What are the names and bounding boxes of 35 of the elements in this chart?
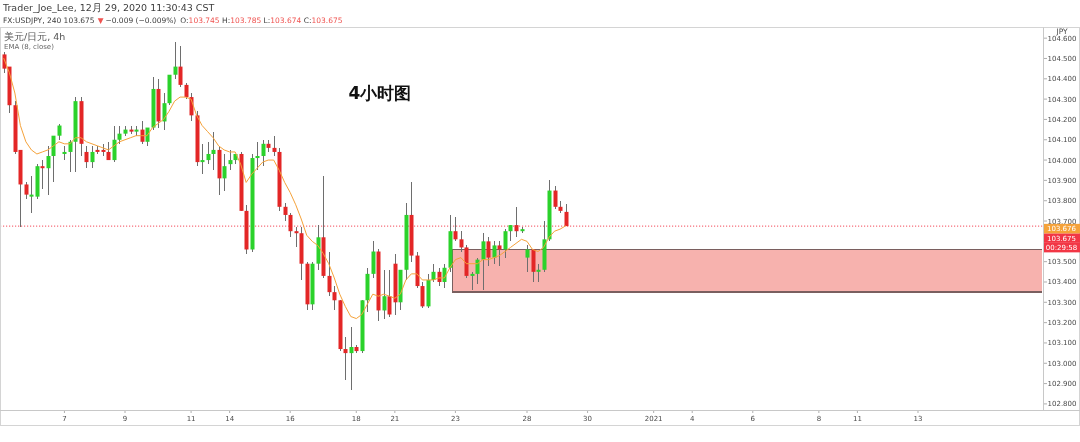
candlestick bbox=[343, 336, 348, 381]
text: Trader_Joe_Lee, 12月 29, 2020 11:30:43 CST bbox=[2, 2, 215, 13]
candlestick bbox=[272, 135, 277, 157]
candlestick bbox=[178, 45, 183, 88]
candlestick bbox=[46, 145, 51, 196]
candlestick bbox=[90, 145, 95, 169]
candlestick bbox=[382, 269, 387, 320]
candlestick bbox=[173, 41, 178, 80]
candlestick bbox=[514, 206, 519, 238]
candlestick bbox=[261, 139, 266, 167]
candlestick bbox=[371, 240, 376, 279]
candlestick bbox=[206, 141, 211, 165]
text: 4小时图 bbox=[348, 83, 412, 103]
candlestick bbox=[112, 125, 117, 163]
candlestick bbox=[255, 141, 260, 171]
candlestick bbox=[453, 216, 458, 242]
candlestick bbox=[288, 212, 293, 238]
candlestick bbox=[84, 145, 89, 169]
candlestick bbox=[117, 125, 122, 145]
candlestick bbox=[51, 135, 56, 183]
candlestick bbox=[211, 131, 216, 171]
candlestick bbox=[327, 251, 332, 297]
candlestick bbox=[200, 143, 205, 175]
candlestick bbox=[222, 153, 227, 192]
candlestick bbox=[29, 175, 34, 214]
candlestick bbox=[332, 285, 337, 311]
candlestick bbox=[387, 269, 392, 318]
candlestick bbox=[40, 159, 45, 190]
candlestick bbox=[420, 281, 425, 309]
candlestick bbox=[228, 149, 233, 171]
candlestick bbox=[349, 326, 354, 391]
candlestick bbox=[553, 185, 558, 210]
candlestick bbox=[294, 226, 299, 248]
annotation: 美元/日元, 4h bbox=[4, 30, 66, 42]
candlestick bbox=[283, 202, 288, 222]
